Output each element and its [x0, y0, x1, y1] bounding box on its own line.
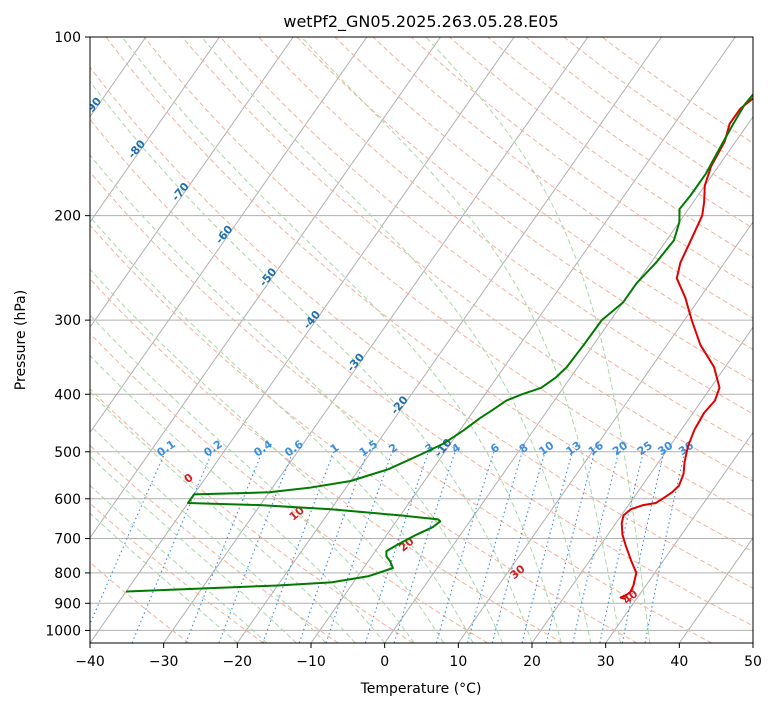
y-tick-label: 300 — [54, 313, 81, 329]
dry-adiabat-line — [90, 118, 753, 627]
dry-adiabat-line — [90, 388, 414, 643]
moist-adiabat-line — [90, 215, 474, 643]
dry-adiabat-line — [90, 332, 488, 643]
y-axis-label: Pressure (hPa) — [13, 290, 29, 390]
isotherm-line — [90, 37, 441, 539]
moist-adiabat-line — [301, 37, 621, 643]
isotherm-line — [531, 326, 753, 643]
moist-adiabat-line — [90, 314, 415, 643]
moist-adiabat-line — [90, 484, 268, 643]
dry-adiabat-line — [220, 37, 753, 448]
moist-adiabat-line — [90, 455, 297, 643]
mixing-ratio-line — [644, 452, 686, 643]
dry-adiabat-line — [90, 444, 339, 643]
y-tick-label: 500 — [54, 445, 81, 461]
y-tick-label: 600 — [54, 492, 81, 508]
mixing-ratio-line — [393, 451, 456, 643]
y-tick-label: 400 — [54, 387, 81, 403]
profile-lines — [125, 92, 753, 600]
isotherm-line — [605, 431, 753, 643]
mixing-ratio-line — [185, 451, 263, 643]
dry-adiabat-line — [601, 37, 753, 144]
x-tick-label: 50 — [744, 654, 762, 670]
y-tick-label: 700 — [54, 532, 81, 548]
x-tick-label: 10 — [449, 654, 467, 670]
y-tick-label: 100 — [54, 30, 81, 46]
dry-adiabat-line — [181, 37, 753, 482]
dry-adiabat-line — [90, 66, 753, 589]
x-tick-label: −30 — [149, 654, 179, 670]
dry-adiabat-line — [90, 502, 264, 643]
isotherm-line — [310, 37, 736, 643]
mixing-ratio-line — [491, 451, 546, 643]
dry-adiabat-line — [410, 37, 753, 289]
dry-adiabat-line — [449, 37, 753, 259]
mixing-ratio-line — [364, 451, 429, 643]
isotherm-line — [90, 37, 368, 434]
axis-ticks: −40 −30 −20 −10 0 10 20 30 40 50 100 200 300 400 500 60… — [45, 30, 762, 670]
dry-adiabat-line — [563, 37, 753, 172]
mixing-ratio-line — [621, 452, 665, 643]
x-tick-label: 20 — [523, 654, 541, 670]
dry-adiabat-line — [105, 37, 753, 553]
mixing-ratio-line — [545, 451, 595, 643]
plot-frame — [89, 36, 754, 644]
dewpoint-profile — [125, 92, 753, 593]
mixing-ratio-line — [90, 451, 166, 626]
mixing-ratio-line — [521, 451, 573, 643]
isotherm-line — [163, 37, 589, 643]
isotherm-line — [678, 536, 753, 643]
y-tick-label: 1000 — [45, 623, 81, 639]
x-axis-label: Temperature (°C) — [360, 681, 482, 697]
isotherm-line — [384, 115, 753, 643]
moist-adiabat-line — [201, 37, 592, 643]
moist-adiabat-line — [90, 154, 503, 643]
x-tick-label: −10 — [296, 654, 326, 670]
isotherm-line — [90, 37, 294, 329]
moist-adiabat-line — [425, 37, 651, 643]
y-tick-label: 200 — [54, 209, 81, 225]
mixing-ratio-line — [435, 451, 495, 643]
x-tick-label: 30 — [597, 654, 615, 670]
dry-adiabat-line — [90, 278, 563, 643]
mixing-ratio-line — [599, 452, 644, 643]
moist-adiabat-line — [90, 424, 327, 643]
isotherm-line — [90, 37, 515, 643]
temperature-profile — [619, 96, 753, 600]
x-tick-label: −40 — [75, 654, 105, 670]
dry-adiabat-line — [90, 224, 638, 643]
moist-adiabat-line — [90, 391, 356, 643]
x-tick-label: −20 — [223, 654, 253, 670]
y-tick-label: 900 — [54, 596, 81, 612]
background-lines — [90, 37, 753, 643]
moist-adiabat-line — [90, 80, 533, 643]
moist-adiabat-line — [121, 37, 562, 643]
isotherm-line — [90, 37, 220, 223]
dry-adiabat-line — [372, 37, 753, 319]
mixing-ratio-line — [466, 451, 523, 643]
dry-adiabat-line — [90, 171, 712, 643]
moist-adiabat-line — [90, 268, 445, 643]
dry-adiabat-line — [487, 37, 753, 229]
isotherm-line — [236, 37, 662, 643]
moist-adiabat-line — [90, 512, 238, 643]
chart-title: wetPf2_GN05.2025.263.05.28.E05 — [283, 12, 558, 32]
dry-adiabat-line — [296, 37, 753, 382]
mixing-ratio-line — [572, 452, 620, 643]
x-tick-label: 0 — [380, 654, 389, 670]
isotherm-line — [457, 221, 753, 643]
y-tick-label: 800 — [54, 566, 81, 582]
moist-adiabat-line — [90, 354, 386, 643]
x-tick-label: 40 — [670, 654, 688, 670]
mixing-ratio-line — [131, 451, 213, 643]
